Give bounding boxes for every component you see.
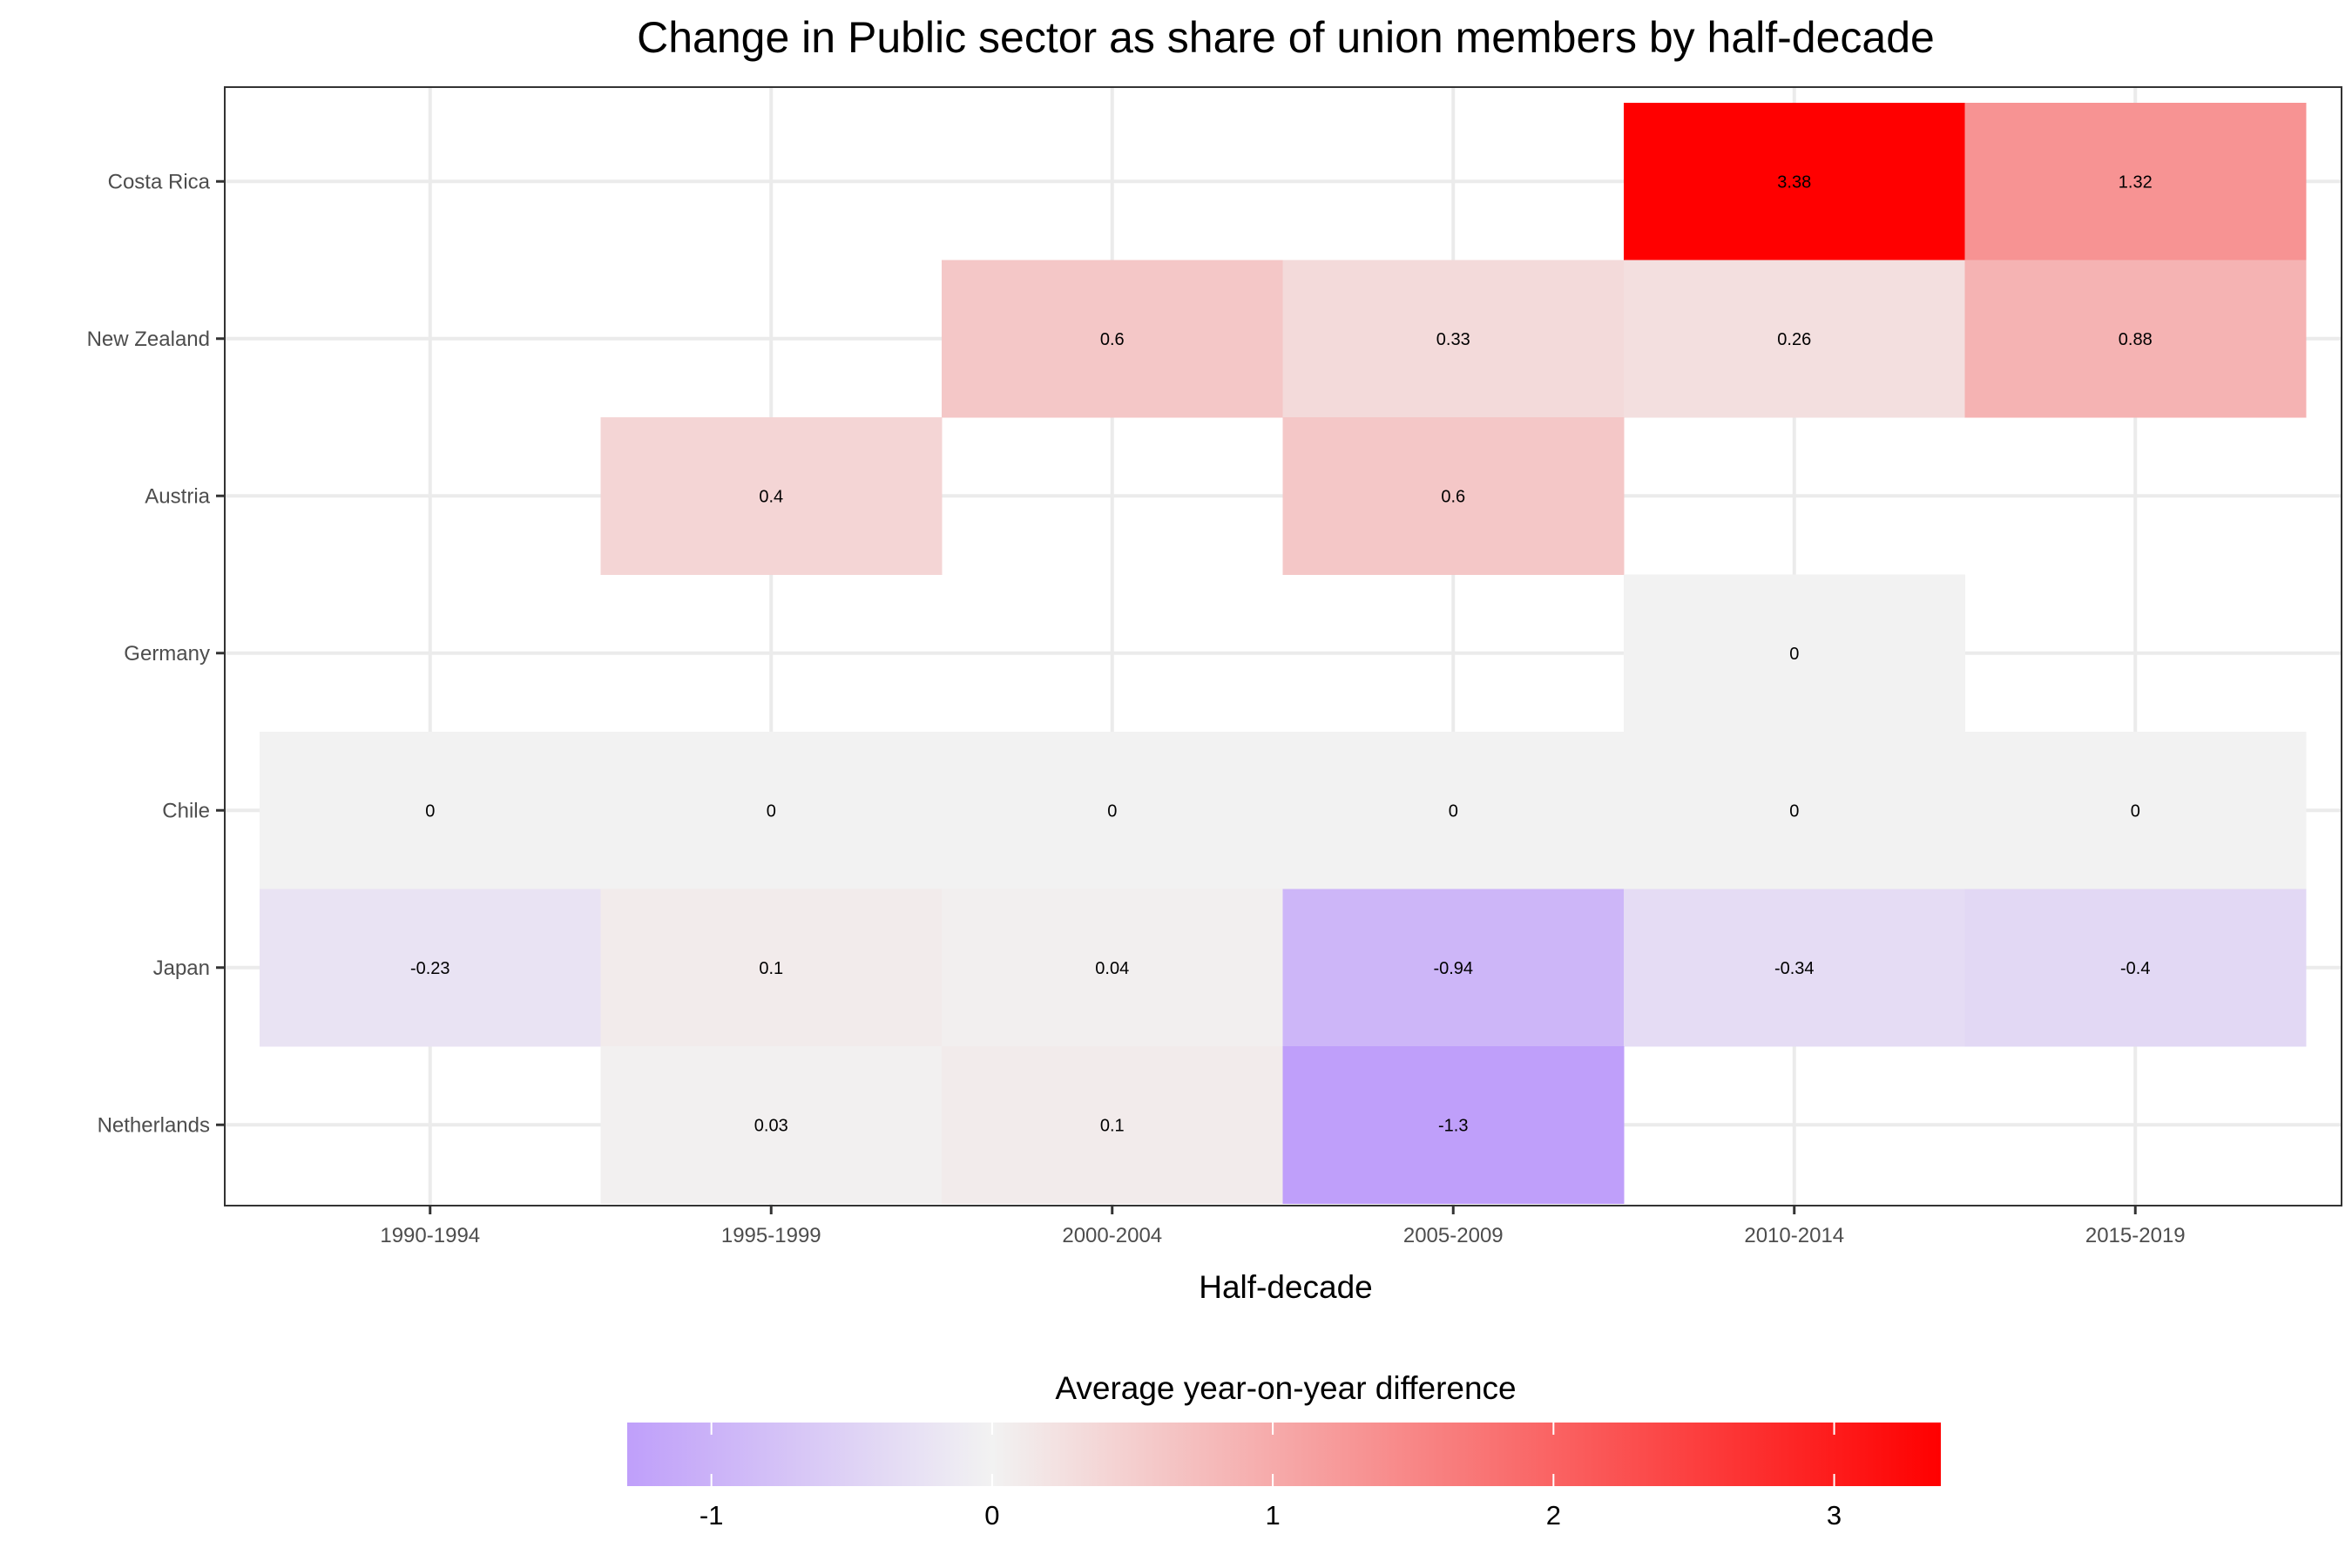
heatmap-cell-japan-2000-2004 bbox=[942, 889, 1283, 1047]
heatmap-cell-austria-2005-2009 bbox=[1282, 417, 1625, 575]
legend: Average year-on-year difference -1 0 1 2 3 bbox=[627, 1370, 1941, 1531]
heatmap-cell-chile-1995-1999 bbox=[600, 732, 943, 889]
heatmap-cell-chile-2005-2009 bbox=[1282, 732, 1625, 889]
legend-tick-label: 0 bbox=[984, 1500, 999, 1531]
cell-value-label: 0.33 bbox=[1436, 330, 1470, 349]
x-axis-title: Half-decade bbox=[1199, 1269, 1373, 1305]
cell-value-label: 3.38 bbox=[1777, 172, 1811, 192]
legend-title: Average year-on-year difference bbox=[1055, 1370, 1516, 1406]
cell-value-label: 0 bbox=[1107, 801, 1117, 821]
y-tick-label-chile: Chile bbox=[162, 799, 210, 822]
x-axis: 1990-1994 1995-1999 2000-2004 2005-2009 2010… bbox=[380, 1206, 2186, 1247]
heatmap-cell-japan-2010-2014 bbox=[1624, 889, 1965, 1047]
cell-value-label: 0.03 bbox=[754, 1116, 788, 1135]
cell-value-label: 0 bbox=[425, 801, 435, 821]
cell-value-label: 0.1 bbox=[1100, 1116, 1125, 1135]
x-tick-label-2015-2019: 2015-2019 bbox=[2085, 1224, 2186, 1247]
y-axis: Costa Rica New Zealand Austria Germany Chile… bbox=[87, 170, 225, 1137]
heatmap-cells bbox=[260, 103, 2307, 1204]
cell-value-label: 0 bbox=[2131, 801, 2140, 821]
y-tick-label-austria: Austria bbox=[145, 484, 210, 508]
legend-ticks: -1 0 1 2 3 bbox=[700, 1423, 1842, 1531]
heatmap-cell-new-zealand-2005-2009 bbox=[1282, 260, 1625, 418]
cell-value-label: 0.6 bbox=[1100, 330, 1125, 349]
cell-value-label: 0 bbox=[1789, 801, 1799, 821]
cell-value-label: -1.3 bbox=[1438, 1116, 1468, 1135]
x-tick-label-2000-2004: 2000-2004 bbox=[1062, 1224, 1162, 1247]
cell-value-label: -0.4 bbox=[2120, 959, 2150, 978]
cell-value-label: 0.6 bbox=[1441, 487, 1465, 506]
heatmap-cell-japan-1995-1999 bbox=[600, 889, 943, 1047]
cell-value-label: 0.4 bbox=[759, 487, 783, 506]
heatmap-cell-costa-rica-2015-2019 bbox=[1964, 103, 2307, 260]
heatmap-cell-costa-rica-2010-2014 bbox=[1624, 103, 1965, 260]
heatmap-cell-chile-2000-2004 bbox=[942, 732, 1283, 889]
x-tick-label-1990-1994: 1990-1994 bbox=[380, 1224, 480, 1247]
y-tick-label-japan: Japan bbox=[153, 956, 210, 980]
cell-value-label: 0 bbox=[767, 801, 776, 821]
heatmap-cell-chile-2010-2014 bbox=[1624, 732, 1965, 889]
cell-value-label: -0.94 bbox=[1433, 959, 1473, 978]
heatmap-cell-new-zealand-2000-2004 bbox=[942, 260, 1283, 418]
heatmap-cell-netherlands-2000-2004 bbox=[942, 1046, 1283, 1204]
legend-tick-label: -1 bbox=[700, 1500, 724, 1531]
cell-value-label: 0.1 bbox=[759, 959, 783, 978]
heatmap-cell-germany-2010-2014 bbox=[1624, 574, 1965, 733]
heatmap-cell-japan-2015-2019 bbox=[1964, 889, 2307, 1047]
y-tick-label-new-zealand: New Zealand bbox=[87, 328, 210, 351]
heatmap-cell-netherlands-1995-1999 bbox=[600, 1046, 943, 1204]
cell-value-label: 0.88 bbox=[2119, 330, 2153, 349]
cell-value-label: 1.32 bbox=[2119, 172, 2153, 192]
chart-title: Change in Public sector as share of unio… bbox=[637, 13, 1935, 62]
cell-value-label: 0.04 bbox=[1095, 959, 1129, 978]
panel-border bbox=[224, 86, 2342, 1206]
cell-value-label: 0 bbox=[1449, 801, 1458, 821]
x-tick-label-2010-2014: 2010-2014 bbox=[1744, 1224, 1844, 1247]
heatmap-cell-netherlands-2005-2009 bbox=[1282, 1046, 1625, 1204]
x-tick-label-1995-1999: 1995-1999 bbox=[721, 1224, 821, 1247]
cell-labels: 3.38 1.32 0.6 0.33 0.26 0.88 0.4 0.6 0 0 0 0 0 0 0 -0.2… bbox=[410, 172, 2153, 1135]
heatmap-cell-chile-2015-2019 bbox=[1964, 732, 2307, 889]
legend-tick-label: 1 bbox=[1265, 1500, 1280, 1531]
legend-tick-label: 2 bbox=[1546, 1500, 1561, 1531]
y-tick-label-netherlands: Netherlands bbox=[98, 1113, 210, 1137]
legend-tick-label: 3 bbox=[1827, 1500, 1842, 1531]
heatmap-cell-japan-2005-2009 bbox=[1282, 889, 1625, 1047]
heatmap-cell-japan-1990-1994 bbox=[260, 889, 601, 1047]
cell-value-label: 0 bbox=[1789, 645, 1799, 664]
heatmap-cell-new-zealand-2010-2014 bbox=[1624, 260, 1965, 418]
heatmap-cell-chile-1990-1994 bbox=[260, 732, 601, 889]
y-tick-label-germany: Germany bbox=[124, 642, 210, 666]
heatmap-cell-new-zealand-2015-2019 bbox=[1964, 260, 2307, 418]
cell-value-label: -0.23 bbox=[410, 959, 450, 978]
x-tick-label-2005-2009: 2005-2009 bbox=[1403, 1224, 1504, 1247]
legend-colorbar bbox=[627, 1423, 1941, 1486]
cell-value-label: 0.26 bbox=[1777, 330, 1811, 349]
y-tick-label-costa-rica: Costa Rica bbox=[108, 170, 211, 193]
heatmap-cell-austria-1995-1999 bbox=[600, 417, 943, 575]
cell-value-label: -0.34 bbox=[1774, 959, 1815, 978]
